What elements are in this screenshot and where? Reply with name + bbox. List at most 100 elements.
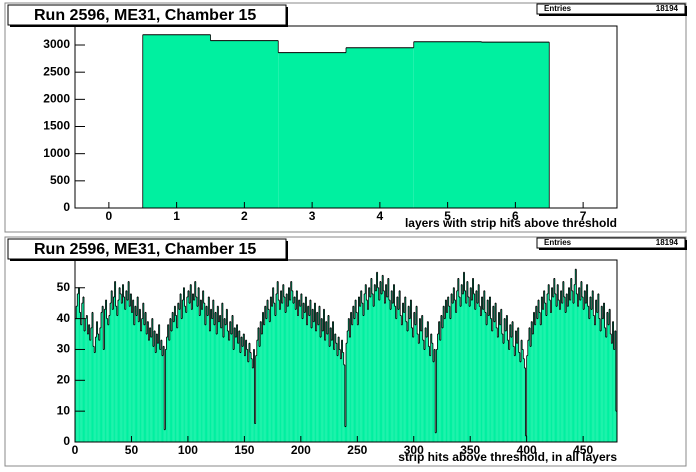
bar — [581, 297, 584, 442]
bar — [175, 315, 177, 442]
bar — [172, 312, 174, 442]
bar — [425, 327, 427, 442]
bar — [592, 290, 594, 442]
bar — [484, 312, 487, 442]
bar — [420, 330, 422, 442]
x-tick-label: 3 — [309, 209, 316, 223]
bar — [268, 309, 270, 442]
bar — [607, 324, 610, 442]
bar — [210, 309, 212, 442]
bar — [261, 334, 263, 442]
bar — [82, 297, 85, 442]
bar — [184, 306, 186, 442]
y-tick-label: 0 — [63, 200, 70, 214]
bar — [282, 284, 284, 442]
bar — [287, 306, 289, 442]
bar — [338, 337, 340, 442]
bar — [344, 426, 346, 442]
bar — [266, 300, 269, 442]
x-tick-label: 5 — [444, 209, 451, 223]
bar — [615, 411, 617, 442]
bar — [113, 297, 115, 442]
stats-box — [536, 237, 686, 249]
bar — [262, 312, 264, 442]
x-tick-label: 7 — [580, 209, 587, 223]
bar — [277, 281, 279, 442]
bar — [334, 334, 336, 442]
x-tick-label: 0 — [72, 443, 79, 457]
bar — [453, 287, 455, 442]
bar — [613, 349, 615, 442]
bar — [333, 349, 335, 442]
bar — [542, 309, 544, 442]
x-tick-label: 6 — [512, 209, 519, 223]
bar — [387, 278, 389, 442]
bar — [434, 349, 436, 442]
bar — [207, 315, 209, 442]
bar — [577, 306, 579, 442]
y-tick-label: 500 — [50, 173, 70, 187]
bar — [353, 318, 356, 442]
bar — [588, 318, 590, 442]
bar — [471, 300, 473, 442]
bar — [159, 349, 161, 442]
bar — [89, 340, 91, 442]
bar — [394, 306, 396, 442]
bar — [126, 300, 129, 442]
bar — [269, 321, 271, 442]
bar — [427, 321, 429, 442]
bar — [490, 318, 492, 442]
bar — [85, 318, 87, 442]
bar — [107, 324, 109, 442]
bar — [567, 306, 569, 442]
bar — [361, 303, 363, 442]
bar — [495, 303, 497, 442]
bar — [236, 324, 238, 442]
bar — [80, 324, 82, 442]
bar — [164, 429, 166, 442]
bar — [151, 318, 153, 442]
bar — [296, 290, 298, 442]
bar — [316, 312, 318, 442]
bar — [336, 355, 339, 442]
x-tick-label: 450 — [573, 443, 593, 457]
bar — [469, 306, 471, 442]
bar — [93, 346, 95, 442]
bar — [281, 303, 283, 442]
bar — [568, 287, 570, 442]
bar — [461, 284, 463, 442]
bar — [591, 309, 593, 442]
bar — [589, 297, 592, 442]
bar — [121, 303, 123, 442]
stats-label: Entries — [544, 238, 572, 247]
bar — [255, 355, 257, 442]
bar — [225, 324, 227, 442]
bar — [98, 340, 100, 442]
bar — [181, 318, 183, 442]
bar — [403, 312, 405, 442]
bar — [234, 327, 236, 442]
bar — [240, 337, 243, 442]
bar — [419, 318, 421, 442]
bar — [355, 300, 357, 442]
bar — [290, 281, 292, 442]
bar — [362, 315, 365, 442]
bar — [343, 364, 345, 442]
bar — [147, 321, 149, 442]
bar — [81, 303, 83, 442]
bar — [342, 352, 344, 442]
bar — [166, 337, 168, 442]
bar — [531, 321, 533, 442]
bar — [554, 293, 557, 442]
bar — [208, 297, 210, 442]
bar — [544, 303, 546, 442]
bar — [595, 300, 597, 442]
bar — [84, 330, 86, 442]
bar — [224, 318, 226, 442]
bar — [476, 303, 479, 442]
bar — [507, 340, 509, 442]
bar — [300, 293, 302, 442]
bar — [204, 324, 206, 442]
bar — [386, 297, 388, 442]
